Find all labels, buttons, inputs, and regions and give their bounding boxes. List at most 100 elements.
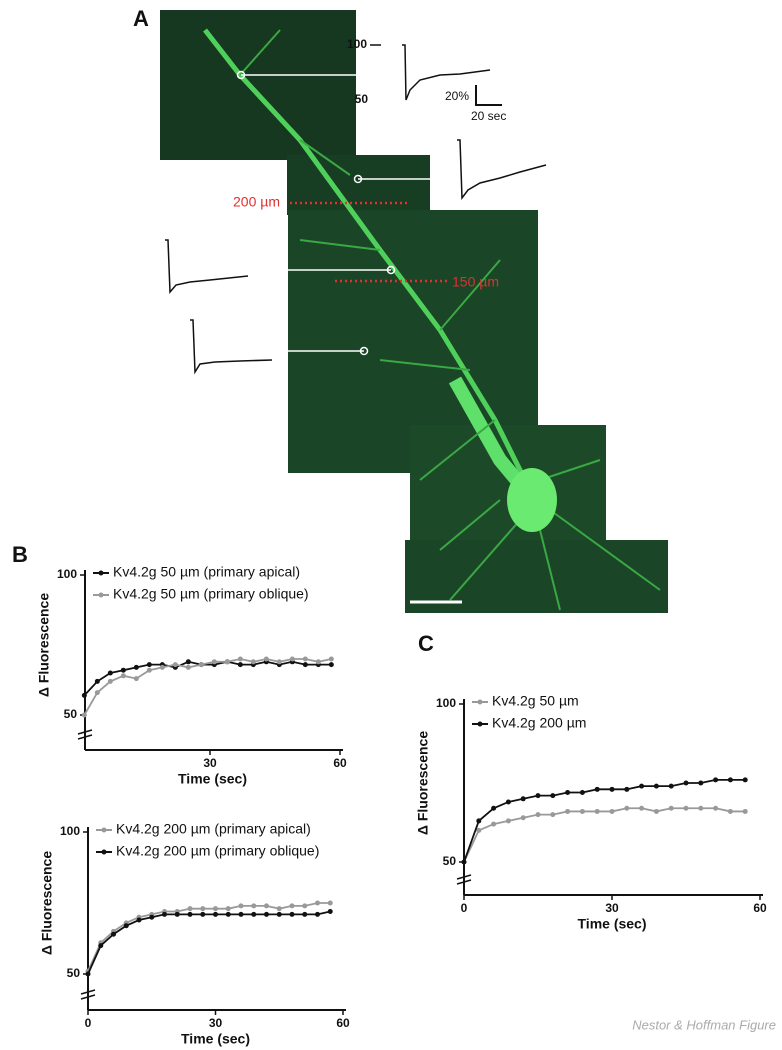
- data-point: [238, 911, 244, 917]
- data-point: [98, 943, 104, 949]
- y-tick-label: 100: [60, 824, 80, 838]
- series-line: [463, 807, 746, 863]
- x-tick-label: 60: [336, 1016, 350, 1030]
- data-point: [639, 805, 645, 811]
- data-point: [225, 911, 231, 917]
- data-point: [565, 808, 571, 814]
- legend-label: Kv4.2g 50 µm (primary apical): [113, 564, 300, 580]
- data-point: [594, 808, 600, 814]
- data-point: [251, 903, 257, 909]
- data-point: [289, 911, 295, 917]
- x-tick-label: 30: [605, 901, 619, 915]
- data-point: [520, 815, 526, 821]
- panel-label: C: [418, 631, 434, 656]
- data-point: [565, 789, 571, 795]
- data-point: [185, 659, 191, 665]
- data-point: [609, 786, 615, 792]
- data-point: [172, 662, 178, 668]
- y-axis-label: Δ Fluorescence: [36, 593, 52, 697]
- data-point: [174, 911, 180, 917]
- data-point: [224, 659, 230, 665]
- legend-label: Kv4.2g 50 µm: [492, 693, 579, 709]
- data-point: [668, 783, 674, 789]
- data-point: [328, 662, 334, 668]
- data-point: [187, 906, 193, 912]
- data-point: [653, 808, 659, 814]
- data-point: [653, 783, 659, 789]
- scale-label: 20%: [445, 89, 469, 103]
- data-point: [120, 667, 126, 673]
- data-point: [211, 659, 217, 665]
- data-point: [535, 812, 541, 818]
- data-point: [683, 780, 689, 786]
- legend-marker: [477, 721, 483, 727]
- data-point: [185, 664, 191, 670]
- data-point: [200, 906, 206, 912]
- axis-break: [80, 989, 96, 1000]
- data-point: [609, 808, 615, 814]
- data-point: [698, 780, 704, 786]
- data-point: [159, 664, 165, 670]
- y-tick-label: 100: [57, 567, 77, 581]
- distance-lines: [290, 201, 450, 283]
- y-axis-label: Δ Fluorescence: [415, 731, 431, 835]
- data-point: [520, 796, 526, 802]
- data-point: [476, 827, 482, 833]
- x-tick-label: 30: [203, 756, 217, 770]
- legend-label: Kv4.2g 50 µm (primary oblique): [113, 586, 309, 602]
- data-point: [579, 789, 585, 795]
- data-point: [81, 692, 87, 698]
- data-point: [505, 799, 511, 805]
- x-axis-label: Time (sec): [178, 771, 247, 787]
- data-point: [668, 805, 674, 811]
- data-point: [727, 808, 733, 814]
- data-point: [264, 911, 269, 917]
- data-point: [250, 659, 256, 665]
- data-point: [107, 670, 113, 676]
- data-point: [133, 676, 139, 682]
- legend-marker: [101, 849, 107, 855]
- data-point: [276, 911, 282, 917]
- legend-label: Kv4.2g 200 µm (primary oblique): [116, 843, 319, 859]
- legend-marker: [477, 699, 483, 705]
- x-tick-label: 0: [461, 901, 468, 915]
- scale-label: 20 sec: [471, 109, 506, 123]
- data-point: [535, 793, 541, 799]
- data-point: [123, 923, 129, 929]
- data-point: [624, 805, 630, 811]
- data-point: [302, 911, 308, 917]
- data-point: [264, 903, 269, 909]
- y-tick-label: 100: [436, 696, 456, 710]
- data-point: [213, 906, 218, 912]
- y-tick-label: 50: [64, 707, 78, 721]
- data-point: [146, 667, 152, 673]
- legend-marker: [98, 570, 104, 576]
- trace-label: 50: [355, 92, 369, 106]
- legend-label: Kv4.2g 200 µm: [492, 715, 586, 731]
- data-point: [146, 662, 152, 668]
- data-point: [213, 911, 218, 917]
- series-line: [87, 910, 331, 975]
- legend-marker: [98, 592, 104, 598]
- data-point: [94, 690, 100, 696]
- data-point: [328, 656, 334, 662]
- data-point: [237, 656, 243, 662]
- annotation-lines: [236, 70, 430, 356]
- data-point: [276, 659, 282, 665]
- data-point: [639, 783, 645, 789]
- data-point: [302, 662, 308, 668]
- data-point: [263, 656, 269, 662]
- distance-label: 150 µm: [452, 274, 499, 290]
- data-point: [476, 818, 482, 824]
- data-point: [683, 805, 689, 811]
- footer: Nestor & Hoffman Figure: [632, 1017, 776, 1032]
- data-point: [120, 673, 126, 679]
- data-point: [550, 793, 556, 799]
- legend-marker: [101, 827, 107, 833]
- data-point: [713, 777, 719, 783]
- data-point: [742, 808, 748, 814]
- data-point: [742, 777, 748, 783]
- data-point: [315, 911, 320, 917]
- data-point: [276, 906, 282, 912]
